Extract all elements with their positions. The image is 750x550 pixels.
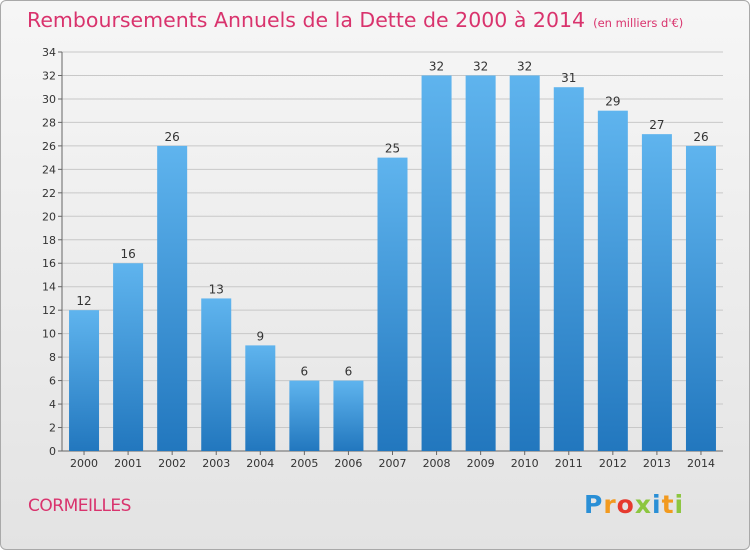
x-tick-label: 2003 [202,457,230,470]
y-tick-label: 12 [42,304,56,317]
logo-letter: t [661,490,675,519]
data-label: 25 [385,142,400,156]
chart-title-text: Remboursements Annuels de la Dette de 20… [27,8,586,32]
x-tick-label: 2006 [334,457,362,470]
bar [421,75,452,452]
y-tick-label: 8 [49,351,56,364]
data-label: 16 [120,247,135,261]
bar [465,75,496,452]
bar [685,145,716,451]
data-label: 27 [649,118,664,132]
y-tick-label: 32 [42,69,56,82]
y-tick-label: 26 [42,140,56,153]
x-tick-label: 2013 [643,457,671,470]
x-tick-label: 2004 [246,457,274,470]
logo-letter: i [652,490,662,519]
y-tick-label: 30 [42,93,56,106]
y-tick-label: 0 [49,445,56,458]
bar [377,157,408,451]
logo-letter: i [674,490,685,519]
x-tick-label: 2010 [511,457,539,470]
y-tick-label: 28 [42,116,56,129]
bar [69,310,100,451]
data-label: 13 [209,282,224,296]
x-tick-label: 2005 [290,457,318,470]
bar [245,345,276,451]
city-name: CORMEILLES [28,496,131,516]
data-label: 29 [605,95,620,109]
data-label: 31 [561,71,576,85]
y-tick-label: 4 [49,398,56,411]
y-tick-label: 20 [42,210,56,223]
y-tick-label: 22 [42,187,56,200]
data-label: 12 [76,294,91,308]
proxiti-logo[interactable]: Proxiti [584,490,684,519]
data-label: 26 [693,130,708,144]
data-label: 32 [429,59,444,73]
x-tick-label: 2000 [70,457,98,470]
bar [641,134,672,451]
logo-letter: r [603,490,617,519]
logo-letter: P [584,490,604,519]
x-tick-label: 2009 [467,457,495,470]
bar [113,263,144,451]
x-tick-label: 2012 [599,457,627,470]
x-tick-label: 2011 [555,457,583,470]
bars [69,75,716,452]
y-tick-label: 24 [42,163,56,176]
x-tick-label: 2008 [423,457,451,470]
bar [553,87,584,452]
y-tick-label: 2 [49,422,56,435]
bar [157,145,188,451]
chart-unit: (en milliers d'€) [593,16,684,30]
labels: 12 2000 16 2001 26 2002 13 2003 9 2004 6 2005 6 2006 2… [70,59,715,470]
data-label: 6 [301,365,309,379]
x-tick-label: 2014 [687,457,715,470]
y-tick-label: 10 [42,328,56,341]
y-tick-label: 16 [42,257,56,270]
bar [509,75,540,452]
logo-letter: o [616,490,635,519]
data-label: 32 [517,59,532,73]
data-label: 32 [473,59,488,73]
y-tick-label: 18 [42,234,56,247]
bar [333,380,364,451]
chart-title: Remboursements Annuels de la Dette de 20… [27,8,683,32]
y-tick-label: 34 [42,46,56,59]
bar [201,298,232,451]
y-tick-label: 6 [49,375,56,388]
x-tick-label: 2001 [114,457,142,470]
y-tick-label: 14 [42,281,56,294]
x-tick-label: 2007 [379,457,407,470]
data-label: 26 [165,130,180,144]
logo-letter: x [634,490,652,519]
bar [597,110,628,452]
x-tick-label: 2002 [158,457,186,470]
bar [289,380,320,451]
data-label: 9 [256,329,264,343]
data-label: 6 [345,365,353,379]
